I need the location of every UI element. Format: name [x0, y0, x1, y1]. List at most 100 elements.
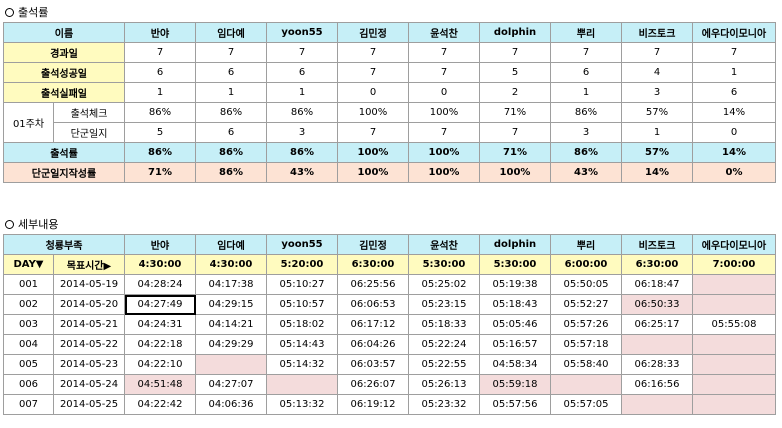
rate-cell[interactable]: 57%	[621, 142, 693, 163]
value-cell[interactable]: 86%	[266, 102, 338, 123]
name-header-cell[interactable]: 비즈토크	[621, 22, 693, 43]
name-header-cell[interactable]: 윤석찬	[408, 234, 480, 255]
time-cell[interactable]: 05:10:57	[266, 294, 338, 315]
value-cell[interactable]: 57%	[621, 102, 693, 123]
target-time-cell[interactable]: 4:30:00	[195, 254, 267, 275]
value-cell[interactable]: 1	[621, 122, 693, 143]
value-cell[interactable]: 5	[479, 62, 551, 83]
rate-cell[interactable]: 100%	[337, 142, 409, 163]
value-cell[interactable]: 14%	[692, 102, 776, 123]
journal-rate-cell[interactable]: 43%	[266, 162, 338, 183]
time-cell[interactable]: 05:13:32	[266, 394, 338, 415]
value-cell[interactable]: 7	[337, 122, 409, 143]
time-cell[interactable]: 05:52:27	[550, 294, 622, 315]
name-header-cell[interactable]: 임다예	[195, 234, 267, 255]
value-cell[interactable]: 1	[550, 82, 622, 103]
value-cell[interactable]: 7	[479, 122, 551, 143]
name-header-cell[interactable]: 에우다이모니아	[692, 234, 776, 255]
name-header-cell[interactable]: 비즈토크	[621, 234, 693, 255]
time-cell[interactable]: 06:19:12	[337, 394, 409, 415]
date-cell[interactable]: 2014-05-20	[53, 294, 125, 315]
time-cell[interactable]: 06:50:33	[621, 294, 693, 315]
target-time-cell[interactable]: 6:30:00	[621, 254, 693, 275]
time-cell[interactable]: 05:50:05	[550, 274, 622, 295]
value-cell[interactable]: 7	[337, 42, 409, 63]
time-cell[interactable]: 04:14:21	[195, 314, 267, 335]
time-cell[interactable]: 04:22:18	[124, 334, 196, 355]
date-cell[interactable]: 2014-05-23	[53, 354, 125, 375]
rate-cell[interactable]: 86%	[124, 142, 196, 163]
value-cell[interactable]: 6	[124, 62, 196, 83]
time-cell[interactable]: 05:18:33	[408, 314, 480, 335]
value-cell[interactable]: 7	[550, 42, 622, 63]
target-time-cell[interactable]: 4:30:00	[124, 254, 196, 275]
value-cell[interactable]: 0	[337, 82, 409, 103]
value-cell[interactable]: 3	[621, 82, 693, 103]
value-cell[interactable]: 86%	[195, 102, 267, 123]
value-cell[interactable]: 7	[124, 42, 196, 63]
name-header-cell[interactable]: 임다예	[195, 22, 267, 43]
row-label-cell[interactable]: 출석체크	[53, 102, 125, 123]
time-cell[interactable]	[550, 374, 622, 395]
name-header-cell[interactable]: dolphin	[479, 234, 551, 255]
time-cell[interactable]: 05:57:26	[550, 314, 622, 335]
value-cell[interactable]: 86%	[124, 102, 196, 123]
time-cell[interactable]: 05:14:43	[266, 334, 338, 355]
time-cell[interactable]	[621, 394, 693, 415]
target-label-cell[interactable]: 목표시간▶	[53, 254, 125, 275]
value-cell[interactable]: 7	[479, 42, 551, 63]
row-label-cell[interactable]: 출석실패일	[3, 82, 125, 103]
time-cell[interactable]: 05:57:18	[550, 334, 622, 355]
time-cell[interactable]: 04:27:49	[124, 294, 196, 315]
value-cell[interactable]: 3	[550, 122, 622, 143]
day-cell[interactable]: 002	[3, 294, 54, 315]
rate-cell[interactable]: 100%	[408, 142, 480, 163]
row-label-cell[interactable]: 경과일	[3, 42, 125, 63]
time-cell[interactable]: 05:55:08	[692, 314, 776, 335]
time-cell[interactable]: 05:57:05	[550, 394, 622, 415]
day-cell[interactable]: 003	[3, 314, 54, 335]
date-cell[interactable]: 2014-05-24	[53, 374, 125, 395]
time-cell[interactable]: 05:26:13	[408, 374, 480, 395]
value-cell[interactable]: 0	[408, 82, 480, 103]
date-cell[interactable]: 2014-05-19	[53, 274, 125, 295]
time-cell[interactable]: 05:05:46	[479, 314, 551, 335]
target-time-cell[interactable]: 6:30:00	[337, 254, 409, 275]
date-cell[interactable]: 2014-05-22	[53, 334, 125, 355]
time-cell[interactable]: 04:28:24	[124, 274, 196, 295]
time-cell[interactable]: 04:22:42	[124, 394, 196, 415]
name-header-cell[interactable]: 김민정	[337, 22, 409, 43]
value-cell[interactable]: 86%	[550, 102, 622, 123]
value-cell[interactable]: 7	[692, 42, 776, 63]
tribe-header-cell[interactable]: 청룡부족	[3, 234, 125, 255]
time-cell[interactable]: 05:10:27	[266, 274, 338, 295]
time-cell[interactable]: 06:03:57	[337, 354, 409, 375]
day-cell[interactable]: 004	[3, 334, 54, 355]
time-cell[interactable]: 04:27:07	[195, 374, 267, 395]
time-cell[interactable]	[692, 274, 776, 295]
value-cell[interactable]: 7	[621, 42, 693, 63]
header-cell[interactable]: 이름	[3, 22, 125, 43]
time-cell[interactable]: 05:58:40	[550, 354, 622, 375]
time-cell[interactable]: 04:17:38	[195, 274, 267, 295]
time-cell[interactable]: 05:59:18	[479, 374, 551, 395]
target-time-cell[interactable]: 5:30:00	[408, 254, 480, 275]
time-cell[interactable]: 06:26:07	[337, 374, 409, 395]
value-cell[interactable]: 1	[195, 82, 267, 103]
name-header-cell[interactable]: 뿌리	[550, 234, 622, 255]
time-cell[interactable]: 05:57:56	[479, 394, 551, 415]
journal-rate-cell[interactable]: 86%	[195, 162, 267, 183]
time-cell[interactable]: 05:16:57	[479, 334, 551, 355]
journal-rate-cell[interactable]: 100%	[408, 162, 480, 183]
rate-cell[interactable]: 86%	[266, 142, 338, 163]
time-cell[interactable]: 05:18:43	[479, 294, 551, 315]
value-cell[interactable]: 1	[124, 82, 196, 103]
journal-rate-cell[interactable]: 14%	[621, 162, 693, 183]
time-cell[interactable]: 04:22:10	[124, 354, 196, 375]
date-cell[interactable]: 2014-05-21	[53, 314, 125, 335]
row-label-cell[interactable]: 단군일지작성률	[3, 162, 125, 183]
time-cell[interactable]	[195, 354, 267, 375]
time-cell[interactable]: 05:22:24	[408, 334, 480, 355]
time-cell[interactable]: 05:14:32	[266, 354, 338, 375]
journal-rate-cell[interactable]: 43%	[550, 162, 622, 183]
